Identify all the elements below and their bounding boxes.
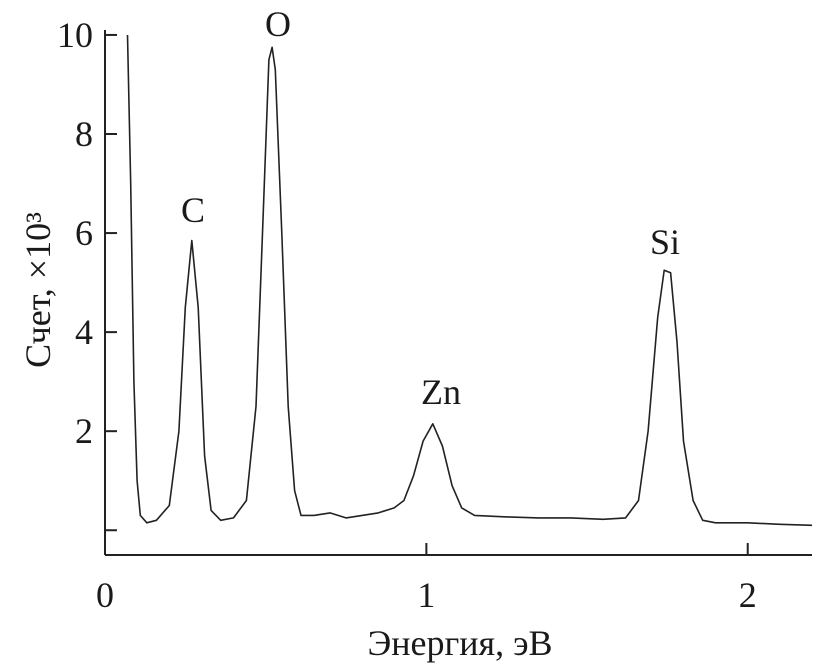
y-tick-label: 6 (75, 213, 93, 253)
peak-label: O (265, 4, 291, 44)
x-axis-label: Энергия, эВ (367, 623, 552, 663)
y-tick-label: 10 (57, 15, 93, 55)
peak-label: Si (650, 222, 680, 262)
x-tick-label: 0 (96, 575, 114, 615)
x-tick-label: 2 (739, 575, 757, 615)
x-tick-label: 1 (417, 575, 435, 615)
y-tick-label: 4 (75, 312, 93, 352)
peak-label: Zn (421, 372, 461, 412)
y-tick-label: 8 (75, 114, 93, 154)
y-axis-label: Счет, ×10³ (18, 212, 58, 368)
y-tick-label: 2 (75, 411, 93, 451)
spectrum-line (126, 34, 813, 527)
peak-label: C (181, 190, 205, 230)
